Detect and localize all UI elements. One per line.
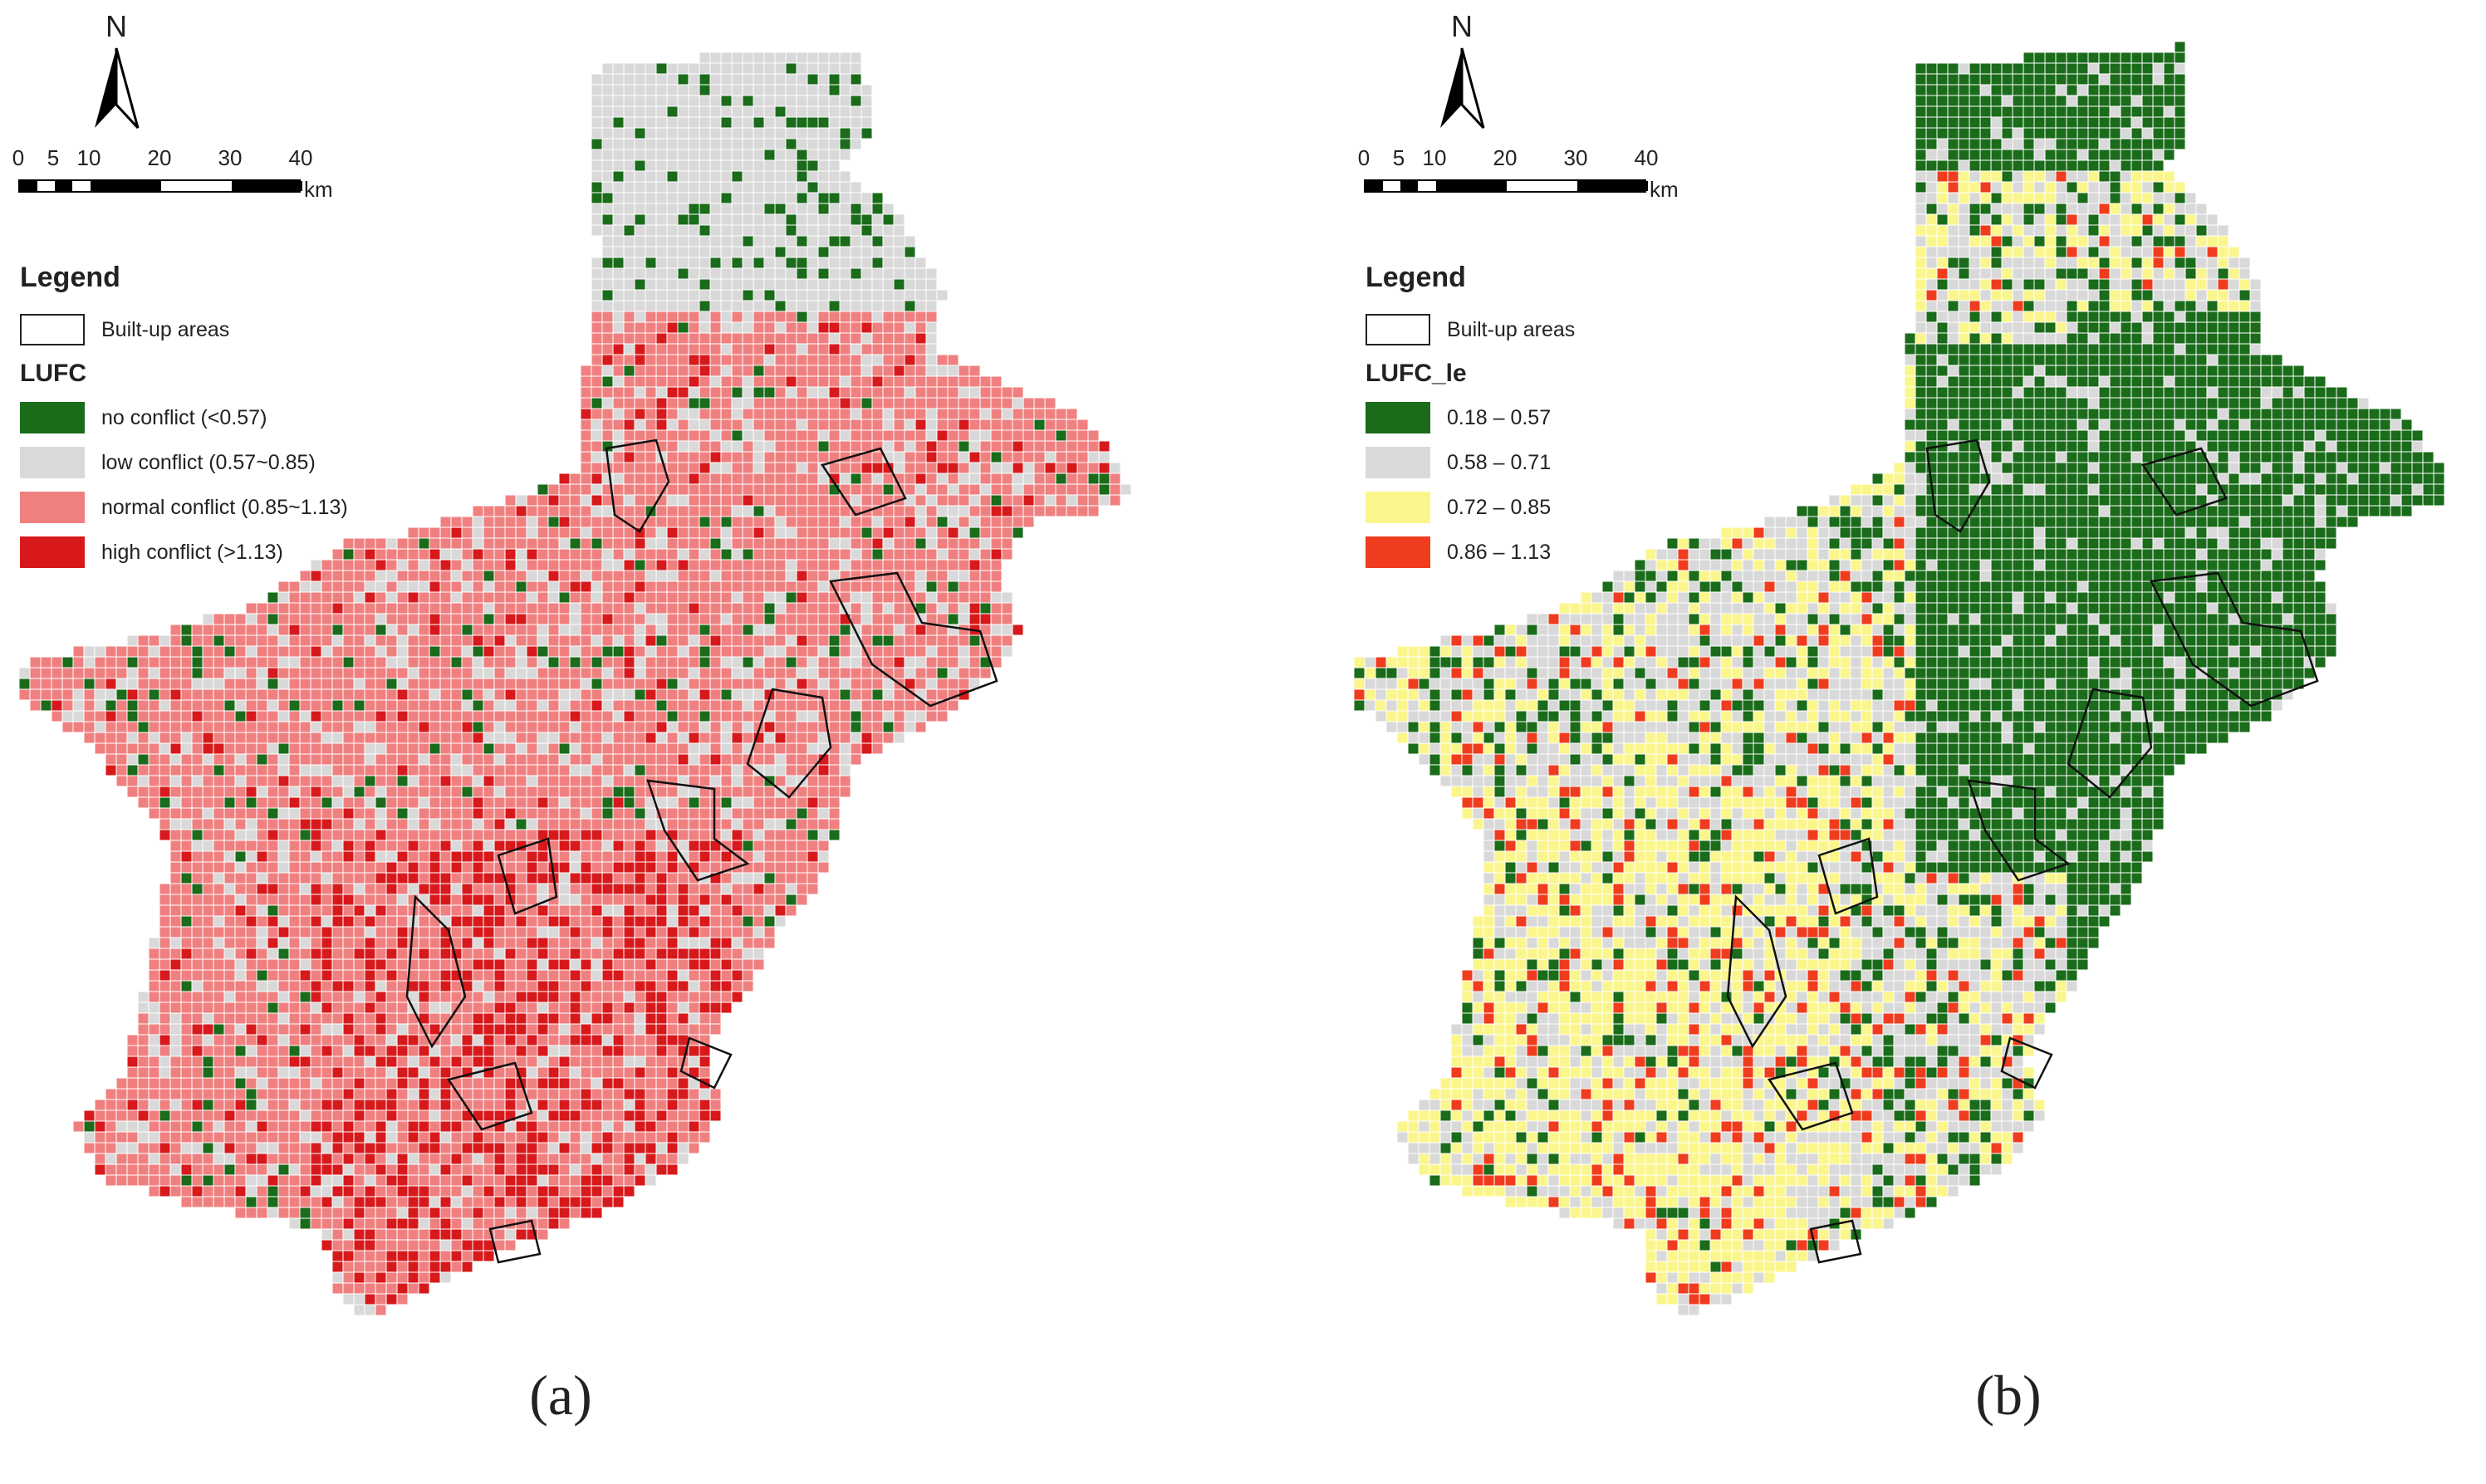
scale-tick: 0	[12, 145, 25, 170]
scale-bar: 0 5 10 20 30 40 km	[1358, 145, 1713, 204]
legend-label: high conflict (>1.13)	[101, 541, 283, 564]
legend-item: 0.18 – 0.57	[1366, 395, 1797, 440]
north-arrow: N	[1429, 12, 1495, 136]
legend-item: 0.58 – 0.71	[1366, 440, 1797, 485]
scale-tick: 40	[288, 145, 313, 170]
legend-label: 0.72 – 0.85	[1447, 496, 1552, 519]
scale-tick: 30	[1563, 145, 1588, 170]
legend-label: normal conflict (0.85~1.13)	[101, 496, 348, 519]
scale-bar: 0 5 10 20 30 40 km	[12, 145, 367, 204]
scale-tick: 30	[218, 145, 243, 170]
scale-segments	[1364, 179, 1648, 193]
legend-swatch	[1366, 536, 1430, 568]
legend-subtitle: LUFC_le	[1366, 360, 1467, 387]
legend-swatch	[1366, 492, 1430, 523]
built-up-area-outline	[488, 1219, 542, 1264]
built-up-area-outline	[1967, 779, 2071, 882]
built-up-area-outline	[1726, 894, 1787, 1049]
legend-swatch	[1366, 447, 1430, 478]
legend-label: 0.86 – 1.13	[1447, 541, 1552, 564]
scale-tick: 0	[1357, 145, 1370, 170]
legend-swatch	[1366, 402, 1430, 433]
legend-item-built-up: Built-up areas	[1366, 307, 1797, 352]
built-up-area-outline	[446, 1061, 533, 1131]
built-up-area-outline	[679, 1036, 733, 1090]
scale-tick: 10	[1422, 145, 1447, 170]
map-panel-b: N 0 5 10 20 30 40 km Legend Built-up are…	[1346, 0, 2486, 1484]
legend-item: high conflict (>1.13)	[20, 530, 452, 575]
legend-swatch	[1366, 314, 1430, 345]
built-up-area-outline	[1925, 438, 1991, 533]
legend-swatch	[20, 314, 85, 345]
scale-tick: 40	[1634, 145, 1659, 170]
legend-title: Legend	[20, 262, 120, 293]
panel-caption: (b)	[1975, 1364, 2042, 1427]
built-up-area-outline	[1767, 1061, 1854, 1131]
scale-unit: km	[304, 177, 333, 202]
legend-swatch	[20, 536, 85, 568]
grid-cells	[1353, 41, 2445, 1316]
built-up-area-outline	[829, 571, 998, 708]
built-up-area-outline	[2000, 1036, 2053, 1090]
panel-caption: (a)	[529, 1364, 592, 1427]
legend-title: Legend	[1366, 262, 1466, 293]
legend-label: low conflict (0.57~0.85)	[101, 451, 316, 474]
built-up-area-outline	[405, 894, 467, 1049]
scale-unit: km	[1650, 177, 1679, 202]
grid-cells	[18, 51, 1132, 1316]
legend-item: 0.86 – 1.13	[1366, 530, 1797, 575]
legend-swatch	[20, 447, 85, 478]
north-label: N	[105, 9, 127, 43]
grid-map-b	[1353, 41, 2445, 1316]
scale-tick: 5	[1392, 145, 1405, 170]
built-up-area-outline	[746, 688, 832, 799]
scale-tick: 20	[1493, 145, 1518, 170]
scale-segments	[18, 179, 302, 193]
built-up-area-outline	[1817, 837, 1879, 915]
built-up-area-outline	[497, 837, 558, 915]
built-up-area-outline	[2141, 447, 2228, 517]
legend-label: Built-up areas	[101, 318, 230, 341]
built-up-area-outline	[2150, 571, 2319, 708]
legend-label: 0.58 – 0.71	[1447, 451, 1552, 474]
north-arrow: N	[83, 12, 150, 136]
legend-subtitle: LUFC	[20, 360, 86, 387]
scale-tick: 10	[76, 145, 101, 170]
legend-item: 0.72 – 0.85	[1366, 485, 1797, 530]
map-panel-a: N 0 5 10 20 30 40 km Legend Built-up are…	[12, 12, 1132, 1427]
built-up-area-outline	[1809, 1219, 1862, 1264]
grid-map-a	[18, 51, 1132, 1316]
north-arrow-icon	[1440, 47, 1485, 130]
legend-label: 0.18 – 0.57	[1447, 406, 1552, 429]
legend-item: normal conflict (0.85~1.13)	[20, 485, 452, 530]
legend-swatch	[20, 492, 85, 523]
north-label: N	[1451, 9, 1473, 43]
legend-item: no conflict (<0.57)	[20, 395, 452, 440]
legend-item: low conflict (0.57~0.85)	[20, 440, 452, 485]
legend-label: no conflict (<0.57)	[101, 406, 267, 429]
legend: Legend Built-up areas LUFC no conflict (…	[20, 261, 452, 575]
built-up-area-outline	[646, 779, 750, 882]
legend-label: Built-up areas	[1447, 318, 1576, 341]
built-up-area-outline	[821, 447, 907, 517]
legend: Legend Built-up areas LUFC_le 0.18 – 0.5…	[1366, 261, 1797, 575]
built-up-area-outline	[605, 438, 670, 533]
legend-swatch	[20, 402, 85, 433]
built-up-area-outline	[2067, 688, 2153, 799]
legend-item-built-up: Built-up areas	[20, 307, 452, 352]
scale-tick: 20	[147, 145, 172, 170]
north-arrow-icon	[95, 47, 140, 130]
scale-tick: 5	[47, 145, 60, 170]
